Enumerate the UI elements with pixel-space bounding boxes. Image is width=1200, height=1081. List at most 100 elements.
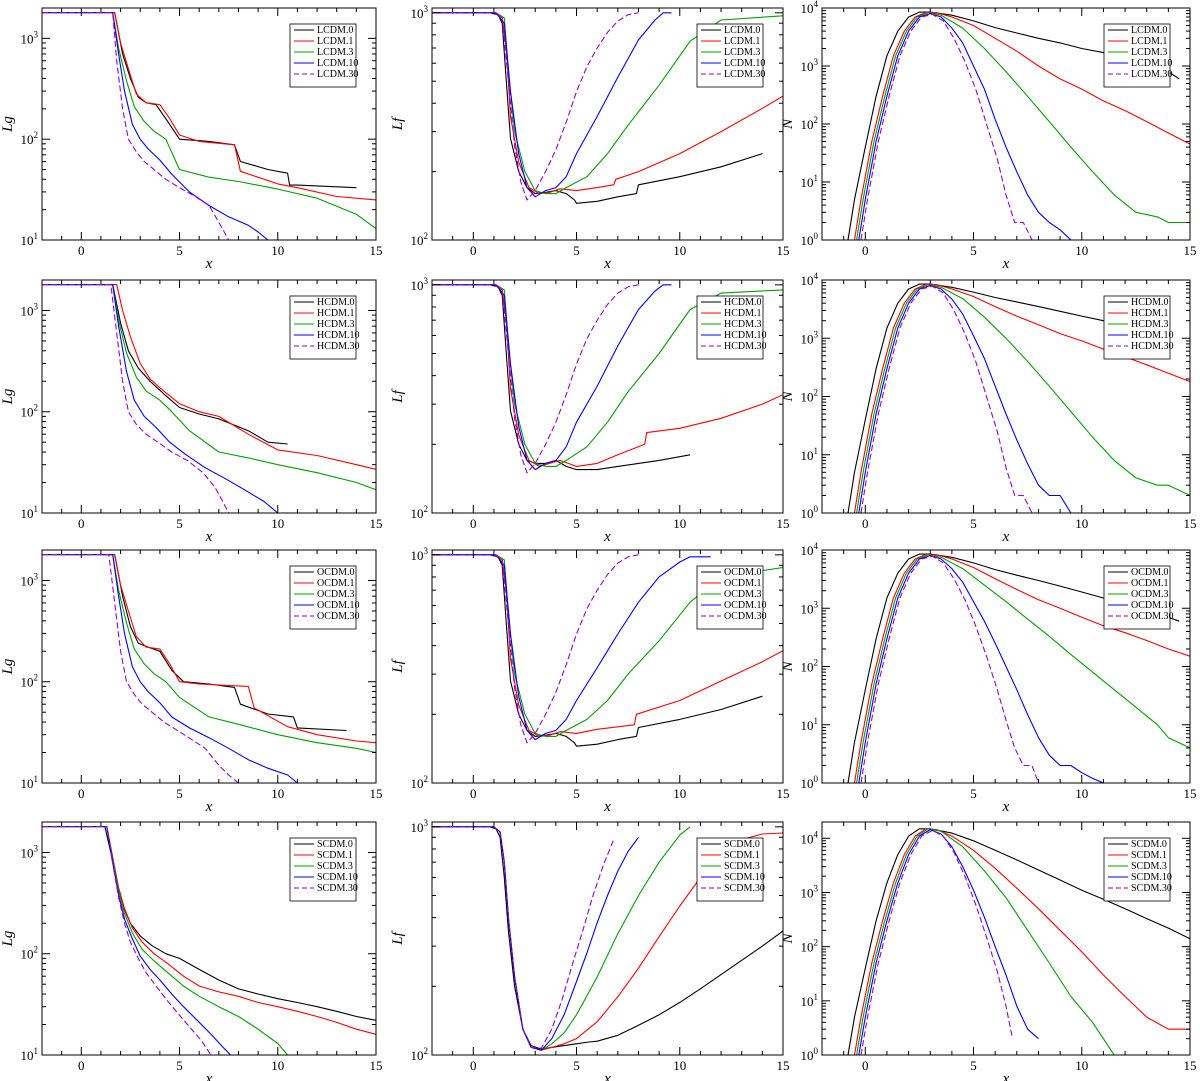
panel-r2c2: 0 5 10 15100101102103104xNOCDM.0OCDM.1OCDM.… — [780, 541, 1197, 815]
legend-entry: HCDM.1 — [724, 308, 762, 319]
panel-r1c2: 0 5 10 15100101102103104xNHCDM.0HCDM.1HCDM.… — [780, 271, 1197, 545]
series-line-hcdm-10 — [42, 284, 279, 513]
x-tick-label: 0 — [862, 243, 869, 258]
legend-entry: LCDM.3 — [317, 47, 353, 58]
x-axis-label: x — [603, 1071, 611, 1081]
legend-box — [1103, 23, 1171, 88]
legend-entry: LCDM.0 — [317, 25, 353, 36]
legend-entry: OCDM.0 — [1131, 567, 1169, 578]
y-tick-label: 103 — [801, 599, 819, 616]
x-tick-label: 0 — [862, 516, 869, 531]
legend-entry: HCDM.0 — [724, 297, 762, 308]
series-line-ocdm-10 — [432, 554, 711, 741]
y-axis-label: N — [780, 118, 796, 130]
legend-entry: HCDM.10 — [724, 330, 767, 341]
series-line-lcdm-1 — [42, 12, 376, 201]
series-line-ocdm-3 — [42, 554, 376, 754]
panel-r0c2: 0 5 10 15100101102103104xNLCDM.0LCDM.1LCDM.… — [780, 0, 1197, 272]
x-axis-label: x — [1002, 256, 1010, 272]
series-line-hcdm-0 — [847, 283, 1126, 513]
plot-frame — [41, 7, 377, 241]
y-axis-label: Lf — [390, 116, 406, 131]
y-tick-label: 102 — [411, 1046, 429, 1063]
panel-r3c2: 0 5 10 15100101102103104xNSCDM.0SCDM.1SCDM.… — [780, 821, 1197, 1081]
y-tick-label: 100 — [801, 774, 819, 791]
y-tick-label: 103 — [411, 276, 429, 293]
y-tick-label: 101 — [801, 446, 819, 463]
series-group — [432, 12, 783, 204]
y-tick-label: 103 — [801, 883, 819, 900]
legend-entry: OCDM.0 — [724, 567, 762, 578]
series-line-scdm-3 — [432, 826, 691, 1051]
y-tick-label: 104 — [801, 0, 819, 16]
legend-entry: OCDM.3 — [317, 589, 355, 600]
series-line-scdm-10 — [432, 826, 639, 1051]
x-tick-label: 10 — [1075, 243, 1088, 258]
x-tick-label: 15 — [1184, 243, 1197, 258]
legend-box — [289, 837, 357, 902]
legend-entry: HCDM.1 — [1131, 308, 1169, 319]
y-tick-label: 104 — [801, 829, 819, 846]
x-tick-label: 0 — [470, 243, 477, 258]
plot-frame — [41, 821, 377, 1056]
y-axis-label: N — [780, 661, 796, 673]
series-line-ocdm-30 — [860, 555, 1040, 783]
plot-frame — [41, 279, 377, 514]
series-group — [42, 826, 376, 1055]
panel-r3c0: 0 5 10 15101102103xLgSCDM.0SCDM.1SCDM.3SCDM… — [0, 821, 383, 1081]
legend-entry: SCDM.30 — [1131, 883, 1172, 894]
x-tick-label: 5 — [176, 516, 183, 531]
legend-entry: SCDM.3 — [317, 861, 353, 872]
panel-r0c0: 0 5 10 15101102103xLgLCDM.0LCDM.1LCDM.3LCDM… — [0, 7, 383, 272]
y-tick-label: 103 — [411, 818, 429, 835]
legend-box — [1103, 565, 1171, 630]
x-tick-label: 15 — [370, 516, 383, 531]
x-axis-label: x — [205, 1071, 213, 1081]
series-group — [847, 11, 1190, 240]
series-line-scdm-0 — [847, 828, 1190, 1055]
legend-entry: LCDM.0 — [1131, 25, 1167, 36]
series-group — [847, 828, 1190, 1055]
x-axis-label: x — [603, 529, 611, 545]
x-tick-label: 5 — [970, 516, 977, 531]
x-axis-label: x — [1002, 529, 1010, 545]
legend-entry: LCDM.30 — [724, 69, 765, 80]
plot-frame — [821, 821, 1191, 1056]
x-tick-label: 0 — [470, 516, 477, 531]
y-tick-label: 102 — [411, 504, 429, 521]
series-group — [42, 12, 376, 240]
legend-entry: LCDM.30 — [317, 69, 358, 80]
x-tick-label: 15 — [370, 1058, 383, 1073]
series-line-lcdm-30 — [432, 12, 639, 201]
plot-frame — [431, 279, 784, 514]
x-tick-label: 15 — [777, 786, 790, 801]
x-tick-label: 10 — [673, 786, 686, 801]
series-line-hcdm-30 — [860, 285, 1033, 513]
legend-entry: HCDM.30 — [1131, 341, 1174, 352]
y-tick-label: 103 — [801, 57, 819, 74]
x-tick-label: 10 — [673, 243, 686, 258]
x-axis-label: x — [603, 256, 611, 272]
series-line-lcdm-10 — [42, 12, 269, 240]
panel-r1c0: 0 5 10 15101102103xLgHCDM.0HCDM.1HCDM.3HCDM… — [0, 279, 383, 545]
y-tick-label: 100 — [801, 504, 819, 521]
y-axis-label: Lg — [0, 388, 16, 405]
series-line-scdm-1 — [853, 828, 1190, 1055]
x-axis-label: x — [205, 256, 213, 272]
legend-entry: LCDM.10 — [317, 58, 358, 69]
series-line-scdm-30 — [860, 829, 1014, 1055]
series-line-scdm-10 — [42, 826, 231, 1055]
y-tick-label: 102 — [801, 938, 819, 955]
legend-entry: SCDM.1 — [724, 850, 760, 861]
series-line-ocdm-1 — [853, 553, 1190, 783]
series-line-scdm-30 — [432, 826, 615, 1049]
y-tick-label: 101 — [21, 1046, 39, 1063]
legend-entry: OCDM.10 — [317, 600, 360, 611]
y-axis-label: Lg — [0, 658, 16, 675]
series-line-scdm-3 — [856, 828, 1115, 1055]
y-tick-label: 102 — [801, 658, 819, 675]
